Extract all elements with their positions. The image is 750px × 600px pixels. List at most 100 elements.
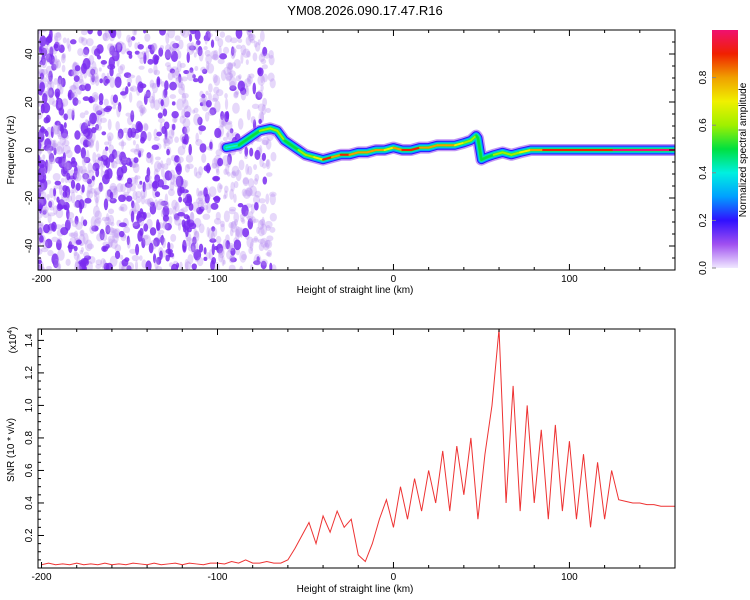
- noise-blob: [143, 122, 149, 132]
- noise-blob: [157, 162, 162, 170]
- noise-blob: [93, 190, 98, 198]
- noise-blob: [191, 246, 195, 254]
- ridge-core-segment: [392, 146, 404, 151]
- noise-blob: [177, 145, 186, 156]
- noise-blob: [191, 263, 197, 270]
- noise-blob: [169, 81, 177, 91]
- noise-blob: [210, 50, 218, 60]
- noise-blob: [258, 227, 265, 237]
- noise-blob: [226, 156, 231, 168]
- noise-blob: [45, 73, 51, 78]
- noise-blob: [159, 45, 165, 50]
- noise-blob: [61, 98, 69, 107]
- noise-blob: [233, 180, 239, 189]
- noise-blob: [93, 219, 101, 228]
- noise-blob: [106, 190, 111, 202]
- noise-blob: [68, 217, 72, 223]
- noise-blob: [175, 163, 182, 175]
- noise-blob: [260, 259, 268, 266]
- noise-blob: [143, 93, 148, 105]
- noise-blob: [95, 140, 100, 152]
- noise-blob: [74, 65, 81, 72]
- noise-blob: [82, 173, 90, 183]
- noise-blob: [73, 80, 79, 90]
- noise-blob: [88, 96, 96, 103]
- noise-blob: [189, 33, 193, 42]
- noise-blob: [80, 230, 84, 236]
- noise-blob: [231, 46, 235, 57]
- noise-blob: [109, 45, 116, 56]
- noise-blob: [225, 72, 233, 81]
- noise-blob: [138, 217, 145, 227]
- noise-blob: [262, 97, 268, 107]
- noise-blob: [71, 108, 75, 116]
- noise-blob: [252, 82, 257, 95]
- noise-blob: [146, 197, 154, 208]
- noise-blob: [87, 183, 93, 195]
- noise-blob: [130, 210, 135, 223]
- noise-blob: [45, 206, 49, 211]
- noise-blob: [43, 47, 50, 60]
- noise-blob: [38, 55, 42, 62]
- noise-blob: [266, 249, 273, 258]
- noise-blob: [171, 123, 176, 131]
- noise-blob: [175, 67, 180, 77]
- ridge-core-segment: [501, 151, 513, 156]
- noise-blob: [153, 69, 161, 76]
- noise-blob: [53, 60, 59, 68]
- noise-blob: [186, 51, 190, 63]
- noise-blob: [183, 214, 190, 220]
- noise-blob: [183, 105, 192, 117]
- noise-blob: [175, 77, 184, 82]
- noise-blob: [78, 36, 84, 44]
- noise-blob: [229, 85, 237, 92]
- noise-blob: [264, 220, 273, 229]
- noise-blob: [134, 260, 139, 270]
- noise-blob: [69, 39, 77, 45]
- noise-blob: [121, 156, 128, 161]
- noise-blob: [119, 203, 128, 212]
- noise-blob: [233, 239, 242, 251]
- noise-blob: [147, 68, 154, 74]
- noise-blob: [222, 259, 226, 265]
- noise-blob: [224, 98, 229, 110]
- noise-blob: [48, 46, 55, 54]
- ridge-core-segment: [225, 144, 240, 149]
- noise-blob: [131, 123, 137, 133]
- noise-blob: [196, 256, 204, 267]
- noise-blob: [172, 42, 180, 49]
- noise-blob: [46, 53, 52, 64]
- noise-blob: [45, 65, 53, 77]
- noise-blob: [195, 171, 202, 179]
- noise-blob: [168, 216, 173, 225]
- noise-blob: [86, 190, 94, 199]
- noise-blob: [53, 43, 59, 49]
- noise-blob: [213, 176, 220, 181]
- noise-blob: [144, 183, 152, 190]
- noise-blob: [218, 251, 224, 263]
- noise-blob: [197, 191, 204, 202]
- noise-blob: [138, 65, 145, 70]
- noise-blob: [80, 147, 87, 159]
- noise-blob: [242, 176, 250, 187]
- noise-blob: [195, 132, 199, 143]
- noise-blob: [198, 49, 204, 62]
- noise-blob: [66, 172, 71, 181]
- noise-blob: [143, 123, 149, 131]
- noise-blob: [139, 83, 147, 89]
- noise-blob: [48, 70, 53, 82]
- noise-blob: [135, 191, 142, 198]
- noise-blob: [139, 180, 143, 185]
- noise-blob: [174, 218, 182, 226]
- noise-blob: [82, 219, 88, 227]
- noise-blob: [246, 50, 251, 58]
- noise-blob: [68, 69, 74, 77]
- noise-blob: [148, 95, 155, 104]
- noise-blob: [138, 255, 143, 261]
- noise-blob: [126, 34, 132, 43]
- noise-blob: [126, 182, 132, 194]
- noise-blob: [93, 48, 101, 57]
- noise-blob: [64, 205, 68, 210]
- noise-blob: [81, 184, 85, 193]
- noise-blob: [100, 258, 106, 268]
